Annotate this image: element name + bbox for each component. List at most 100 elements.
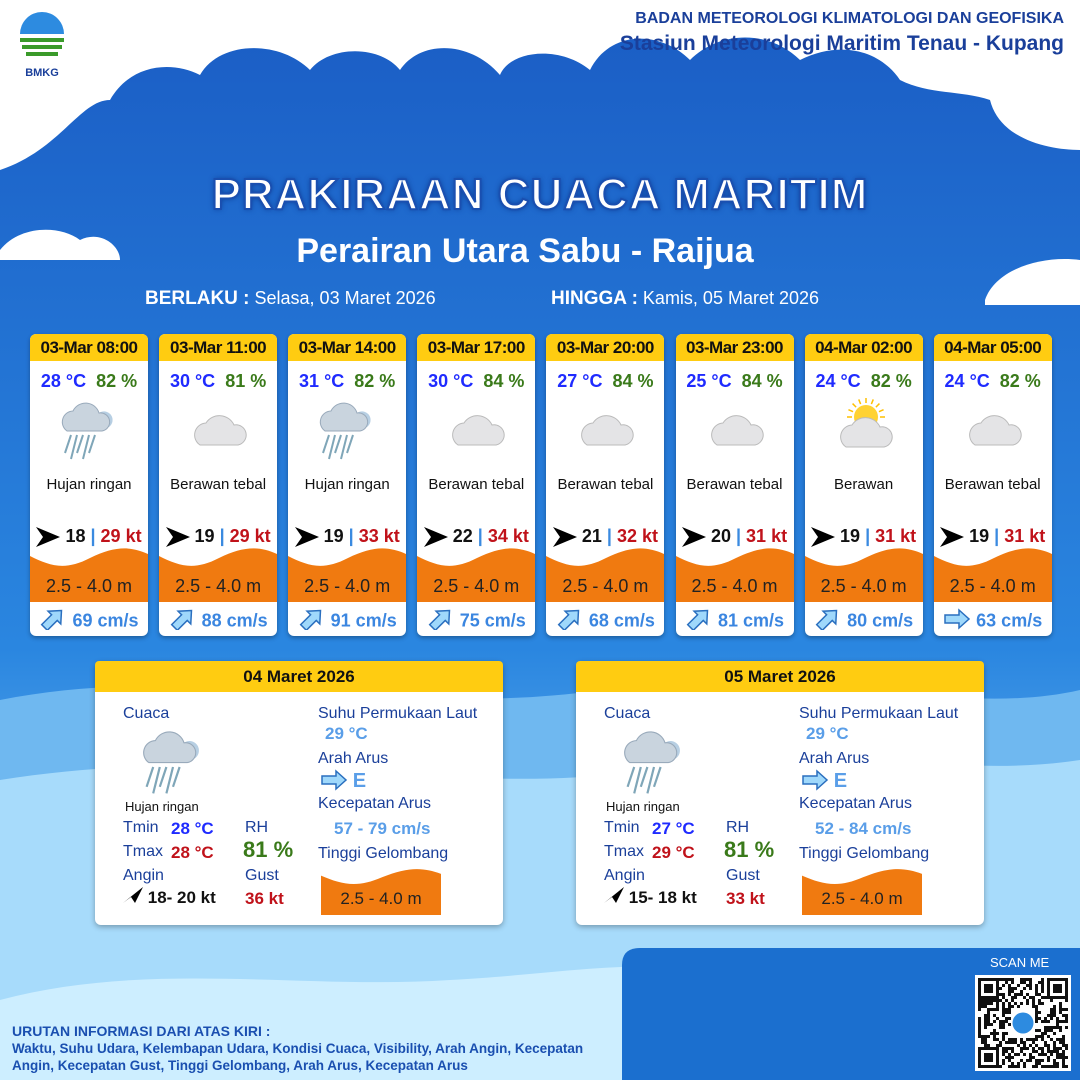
wind-range: 15- 18 kt — [628, 888, 697, 907]
air-temp: 24 °C — [944, 371, 990, 391]
tmin-value: 28 °C — [171, 819, 214, 838]
gust-speed: 34 kt — [487, 526, 529, 546]
forecast-time: 03-Mar 23:00 — [675, 334, 794, 361]
air-temp: 31 °C — [299, 371, 345, 391]
wind-direction-icon — [811, 526, 836, 548]
forecast-time: 03-Mar 14:00 — [288, 334, 407, 361]
wind-direction-icon — [36, 526, 61, 548]
wave-graphic — [30, 548, 148, 602]
wave-graphic — [546, 548, 665, 602]
current-direction-northeast-icon — [39, 608, 67, 635]
current-range: 57 - 79 cm/s — [334, 819, 431, 838]
scan-label: SCAN ME — [990, 955, 1050, 970]
forecast-card: 04-Mar 02:00 24 °C 82 % Berawan 19 | 31 k… — [804, 334, 923, 636]
forecast-time: 03-Mar 17:00 — [417, 334, 536, 361]
label-weather: Cuaca — [123, 705, 170, 722]
forecast-card: 04-Mar 05:00 24 °C 82 % Berawan tebal 19 … — [933, 334, 1052, 636]
qr-code[interactable] — [975, 975, 1071, 1071]
daily-summary-panel: 04 Maret 2026 Cuaca Hujan ringan Tmin 28… — [95, 661, 503, 925]
air-temp: 30 °C — [428, 371, 474, 391]
tmax-value: 28 °C — [171, 843, 214, 862]
humidity: 82 % — [96, 371, 138, 391]
humidity: 82 % — [870, 371, 912, 391]
label-rh: RH — [245, 819, 269, 836]
label-sst: Suhu Permukaan Laut — [318, 705, 478, 722]
overcast-icon — [446, 395, 506, 470]
wind-speed: 18 — [65, 526, 86, 546]
weather-condition: Berawan tebal — [557, 476, 654, 493]
rh-value: 81 % — [724, 837, 775, 862]
air-temp: 30 °C — [169, 371, 216, 391]
current-speed: 69 cm/s — [72, 610, 139, 631]
wave-graphic — [933, 548, 1052, 602]
wave-graphic — [321, 869, 441, 915]
daily-summary-panel: 05 Maret 2026 Cuaca Hujan ringan Tmin 27… — [576, 661, 984, 925]
current-speed: 91 cm/s — [330, 610, 397, 631]
humidity: 84 % — [741, 371, 783, 391]
current-direction-northeast-icon — [685, 608, 713, 635]
light-rain-icon — [621, 731, 687, 804]
light-rain-icon — [59, 395, 119, 470]
humidity: 82 % — [354, 371, 396, 391]
current-direction-northeast-icon — [814, 608, 842, 635]
daily-wave-height: 2.5 - 4.0 m — [340, 889, 422, 908]
wave-height: 2.5 - 4.0 m — [304, 576, 391, 596]
daily-wave-height: 2.5 - 4.0 m — [821, 889, 903, 908]
page-title: PRAKIRAAN CUACA MARITIM — [211, 169, 869, 220]
overcast-icon — [575, 395, 635, 470]
label-current-speed: Kecepatan Arus — [318, 795, 431, 812]
wave-graphic — [159, 548, 278, 602]
current-direction-east-icon — [943, 608, 971, 635]
wind-speed: 21 — [581, 526, 602, 546]
tmin-value: 27 °C — [652, 819, 695, 838]
wave-graphic — [804, 548, 923, 602]
air-temp: 25 °C — [686, 371, 732, 391]
wind-direction-icon — [165, 526, 190, 548]
label-gust: Gust — [726, 867, 760, 884]
forecast-time: 03-Mar 11:00 — [159, 334, 278, 361]
current-speed: 75 cm/s — [459, 610, 526, 631]
current-range: 52 - 84 cm/s — [815, 819, 912, 838]
overcast-icon — [188, 395, 248, 470]
current-direction: E — [352, 769, 367, 792]
label-sst: Suhu Permukaan Laut — [799, 705, 959, 722]
gust-value: 33 kt — [726, 889, 765, 908]
weather-condition: Berawan tebal — [944, 476, 1041, 493]
air-temp: 27 °C — [557, 371, 603, 391]
current-speed: 88 cm/s — [201, 610, 268, 631]
current-direction-northeast-icon — [169, 608, 197, 635]
label-wave-height: Tinggi Gelombang — [799, 845, 930, 862]
gust-value: 36 kt — [245, 889, 284, 908]
current-direction-east-icon — [320, 769, 348, 796]
wave-height: 2.5 - 4.0 m — [433, 576, 520, 596]
wave-graphic — [802, 869, 922, 915]
wave-height: 2.5 - 4.0 m — [820, 576, 907, 596]
light-rain-icon — [317, 395, 377, 470]
label-wave-height: Tinggi Gelombang — [318, 845, 449, 862]
light-rain-icon — [140, 731, 206, 804]
humidity: 82 % — [999, 371, 1041, 391]
bmkg-logo: BMKG — [14, 12, 70, 79]
gust-speed: 31 kt — [1004, 526, 1046, 546]
station-name: Stasiun Meteorologi Maritim Tenau - Kupa… — [619, 32, 1064, 55]
wind-direction-icon — [423, 526, 448, 548]
label-tmin: Tmin — [123, 819, 159, 836]
sst-value: 29 °C — [325, 724, 368, 743]
wave-graphic — [417, 548, 536, 602]
wave-graphic — [288, 548, 407, 602]
daily-date: 04 Maret 2026 — [95, 661, 503, 692]
forecast-card: 03-Mar 08:00 28 °C 82 % Hujan ringan 18 |… — [30, 334, 148, 636]
rh-value: 81 % — [243, 837, 294, 862]
label-gust: Gust — [245, 867, 279, 884]
weather-condition: Berawan tebal — [428, 476, 525, 493]
current-direction-northeast-icon — [556, 608, 584, 635]
current-speed: 80 cm/s — [847, 610, 914, 631]
wind-direction-icon — [940, 526, 965, 548]
area-subtitle: Perairan Utara Sabu - Raijua — [296, 232, 754, 270]
org-name: BADAN METEOROLOGI KLIMATOLOGI DAN GEOFIS… — [635, 10, 1064, 27]
humidity: 81 % — [225, 371, 267, 391]
valid-from: BERLAKU : Selasa, 03 Maret 2026 — [145, 288, 436, 309]
partly-cloudy-icon — [834, 395, 894, 470]
wind-speed: 20 — [710, 526, 731, 546]
wave-height: 2.5 - 4.0 m — [691, 576, 778, 596]
